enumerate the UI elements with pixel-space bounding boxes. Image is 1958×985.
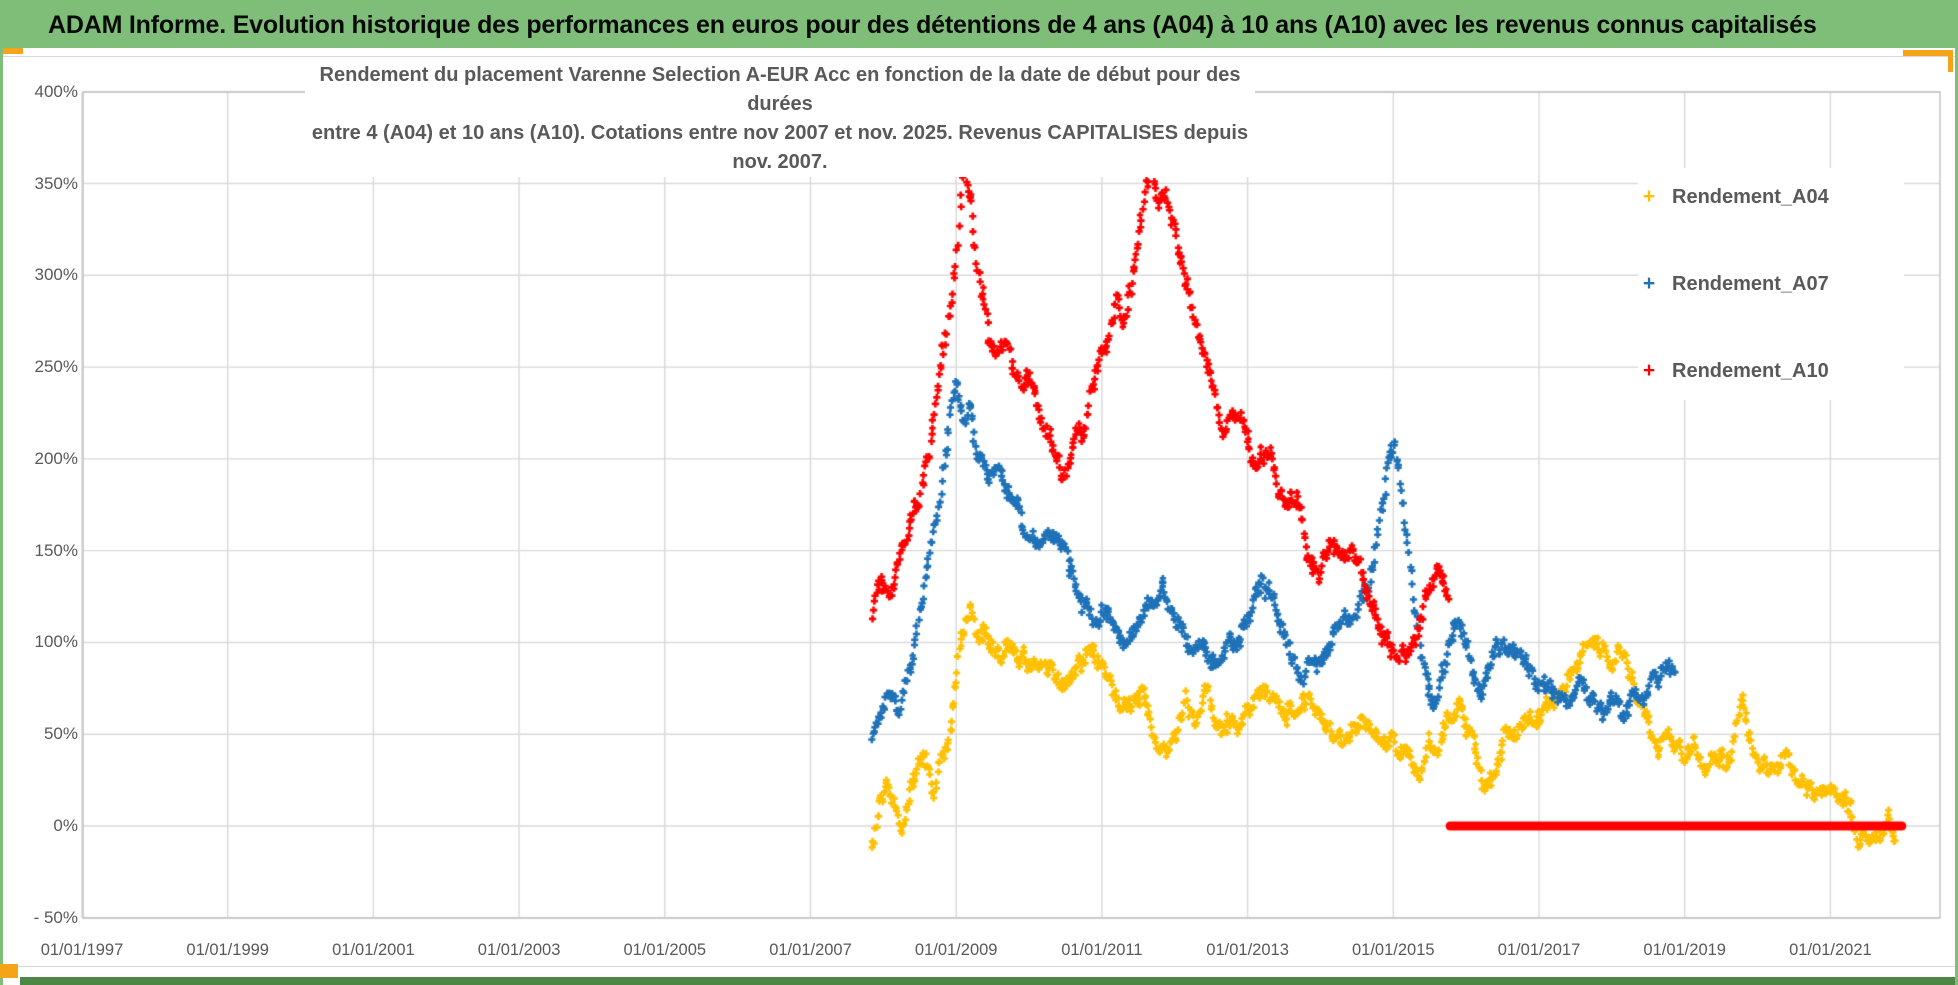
title-bar: ADAM Informe. Evolution historique des p…: [3, 3, 1955, 48]
x-tick-label: 01/01/2007: [769, 941, 852, 959]
y-tick-label: 350%: [34, 173, 78, 193]
page-title: ADAM Informe. Evolution historique des p…: [48, 11, 1817, 39]
x-tick-label: 01/01/1999: [186, 941, 269, 959]
x-tick-label: 01/01/2017: [1497, 941, 1581, 959]
row-divider-bottom: [0, 966, 1958, 967]
plus-marker-icon: +: [1642, 185, 1656, 208]
legend: + Rendement_A04 + Rendement_A07 + Rendement_A…: [1638, 168, 1904, 400]
row-divider-top: [0, 56, 1958, 57]
x-tick-label: 01/01/2001: [332, 941, 415, 959]
plus-marker-icon: +: [1642, 359, 1656, 382]
x-tick-label: 01/01/2019: [1643, 941, 1726, 959]
legend-label: Rendement_A07: [1672, 272, 1829, 295]
legend-item-rendement_a04: + Rendement_A04: [1638, 182, 1904, 212]
y-tick-label: 300%: [34, 265, 78, 285]
orange-accent-right-horizontal: [1903, 50, 1953, 56]
y-tick-label: 50%: [43, 724, 78, 744]
x-tick-label: 01/01/2005: [623, 941, 707, 959]
y-tick-label: 200%: [34, 448, 78, 468]
bottom-green-border: [20, 977, 1955, 985]
legend-item-rendement_a10: + Rendement_A10: [1638, 356, 1904, 386]
y-tick-label: 100%: [34, 632, 78, 652]
x-tick-label: 01/01/2011: [1061, 941, 1143, 959]
x-tick-label: 01/01/2015: [1352, 941, 1435, 959]
legend-label: Rendement_A04: [1672, 185, 1829, 208]
x-tick-label: 01/01/2013: [1206, 941, 1289, 959]
x-tick-label: 01/01/2009: [914, 941, 998, 959]
x-tick-label: 01/01/2021: [1789, 941, 1872, 959]
y-tick-label: 400%: [34, 81, 78, 101]
orange-accent-bottom-left: [0, 964, 18, 978]
y-tick-label: 250%: [34, 357, 78, 377]
y-tick-label: 150%: [34, 540, 78, 560]
chart-title-line2: entre 4 (A04) et 10 ans (A10). Cotations…: [311, 122, 1249, 173]
chart-title: Rendement du placement Varenne Selection…: [305, 61, 1255, 177]
chart-title-line1: Rendement du placement Varenne Selection…: [319, 64, 1241, 115]
orange-accent-left: [3, 48, 23, 54]
legend-label: Rendement_A10: [1672, 359, 1829, 382]
x-tick-label: 01/01/2003: [477, 941, 561, 959]
x-tick-label: 01/01/1997: [40, 941, 124, 959]
legend-item-rendement_a07: + Rendement_A07: [1638, 269, 1904, 299]
orange-accent-right-vertical: [1948, 50, 1953, 72]
y-tick-label: - 50%: [33, 907, 78, 927]
plus-marker-icon: +: [1642, 272, 1656, 295]
y-tick-label: 0%: [53, 816, 78, 835]
